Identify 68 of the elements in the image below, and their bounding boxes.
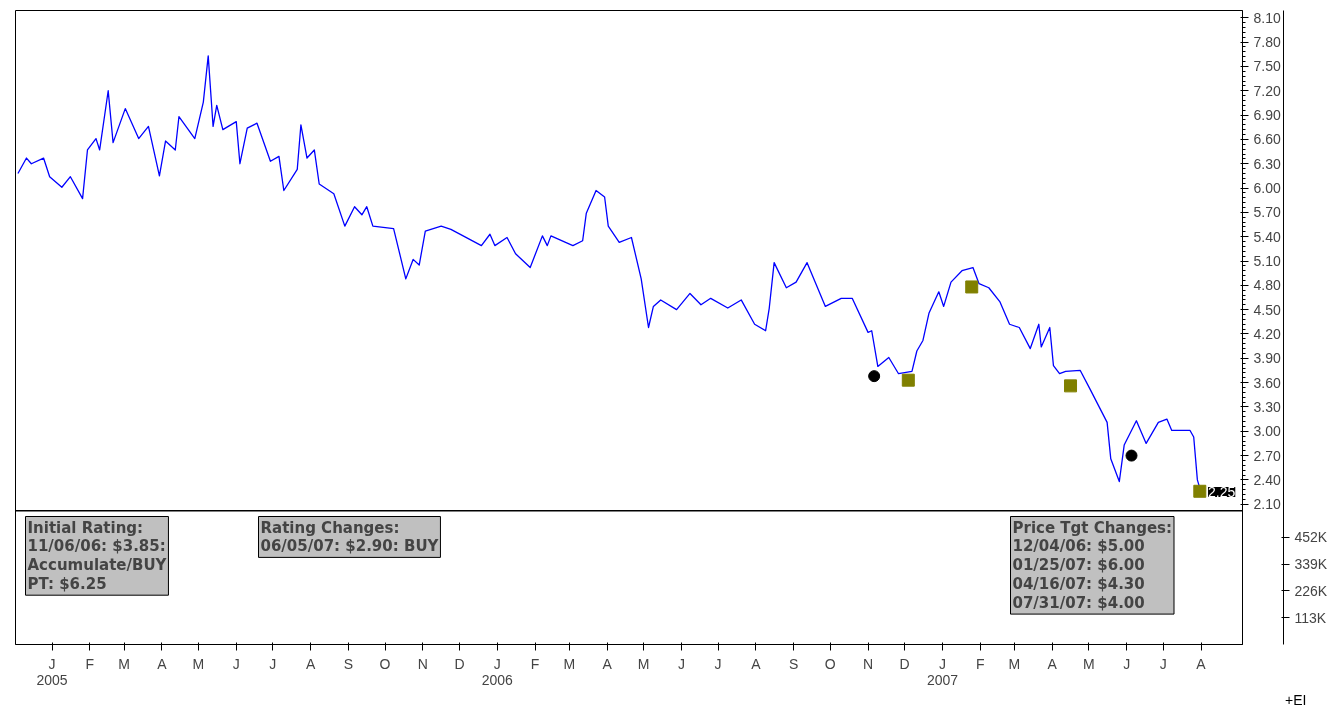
y-tick-label: 2.10 <box>1253 496 1281 513</box>
y-tick-label: 5.10 <box>1253 253 1281 270</box>
y-tick-label: 3.60 <box>1253 374 1281 391</box>
x-tick-label: J <box>1123 655 1131 672</box>
x-tick-label: M <box>1082 655 1095 672</box>
y-tick-label: 5.40 <box>1253 228 1281 245</box>
y-tick-label: 4.20 <box>1253 325 1281 342</box>
x-tick-label: D <box>454 655 465 672</box>
x-tick-label: O <box>824 655 836 672</box>
x-tick-label: J <box>269 655 277 672</box>
x-tick-label: M <box>563 655 576 672</box>
point <box>1064 379 1078 393</box>
x-tick-label: A <box>602 655 613 672</box>
annotation: 2.25 <box>1208 484 1236 501</box>
x-tick-label: A <box>751 655 762 672</box>
x-tick-label: M <box>118 655 130 672</box>
x-tick-label: A <box>1196 655 1207 672</box>
point <box>1193 484 1207 498</box>
x-tick-label: N <box>863 655 874 672</box>
annotation: Price Tgt Changes: 12/04/06: $5.00 01/25/07: $6.00 04/16/07: $4.30 07/31/07: $4.00 <box>1012 518 1173 613</box>
point <box>901 373 915 387</box>
x-tick-label: O <box>379 655 391 672</box>
x-tick-label: J 2006 <box>481 655 514 688</box>
x-tick-label: J <box>714 655 722 672</box>
point <box>965 280 979 294</box>
point <box>868 370 881 383</box>
x-tick-label: J 2005 <box>36 655 68 688</box>
x-tick-label: J <box>677 655 685 672</box>
y2-tick-label: 113K <box>1294 609 1327 626</box>
x-tick-label: F <box>85 655 95 672</box>
x-tick-label: J 2007 <box>926 655 959 688</box>
x-tick-label: A <box>1047 655 1058 672</box>
y-tick-label: 7.80 <box>1253 34 1281 51</box>
y-tick-label: 4.50 <box>1253 301 1281 318</box>
y2-tick-label: 452K <box>1294 529 1328 546</box>
y-tick-label: 6.30 <box>1253 155 1281 172</box>
annotation: Rating Changes: 06/05/07: $2.90: BUY <box>260 518 440 556</box>
text: +EI <box>1285 691 1307 710</box>
y-tick-label: 5.70 <box>1253 204 1281 221</box>
x-tick-label: F <box>975 655 985 672</box>
annotation: Initial Rating: 11/06/06: $3.85: Accumulate/BUY PT: $6.25 <box>27 518 168 594</box>
x-tick-label: F <box>530 655 540 672</box>
x-tick-label: J <box>1159 655 1167 672</box>
y-tick-label: 3.30 <box>1253 398 1281 415</box>
x-tick-label: M <box>192 655 205 672</box>
x-tick-label: J <box>232 655 240 672</box>
y-tick-label: 6.00 <box>1253 180 1281 197</box>
y-tick-label: 3.00 <box>1253 423 1281 440</box>
y-tick-label: 6.90 <box>1253 107 1281 124</box>
y-tick-label: 2.40 <box>1253 471 1281 488</box>
y-tick-label: 6.60 <box>1253 131 1281 148</box>
y2-tick-label: 226K <box>1294 582 1328 599</box>
y-tick-label: 2.70 <box>1253 447 1281 464</box>
y-tick-label: 8.10 <box>1253 9 1281 26</box>
x-tick-label: N <box>417 655 428 672</box>
y-tick-label: 3.90 <box>1253 350 1281 367</box>
y-tick-label: 7.20 <box>1253 82 1281 99</box>
x-tick-label: A <box>157 655 168 672</box>
y-tick-label: 7.50 <box>1253 58 1281 75</box>
x-tick-label: S <box>343 655 354 672</box>
point <box>1125 449 1138 462</box>
y2-tick-label: 339K <box>1294 556 1328 573</box>
x-tick-label: S <box>788 655 799 672</box>
x-tick-label: D <box>899 655 910 672</box>
x-tick-label: M <box>1008 655 1021 672</box>
x-tick-label: M <box>637 655 650 672</box>
y-tick-label: 4.80 <box>1253 277 1281 294</box>
x-tick-label: A <box>305 655 316 672</box>
